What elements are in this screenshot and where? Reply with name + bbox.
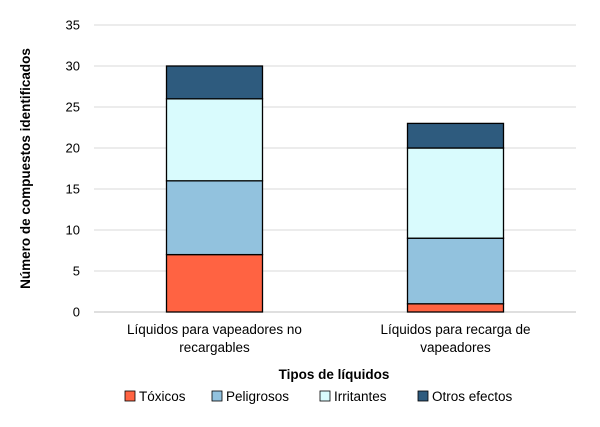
legend-swatch <box>417 390 429 402</box>
bar-segment-tóxicos <box>406 303 505 313</box>
x-tick-label: Líquidos para vapeadores no <box>127 322 302 337</box>
legend-item: Peligrosos <box>211 389 289 404</box>
legend-swatch <box>211 390 223 402</box>
y-tick-labels: 0 5 10 15 20 25 30 35 <box>66 18 80 320</box>
x-tick-labels: Líquidos para vapeadores no recargables Lí… <box>127 322 531 355</box>
bar-segment-peligrosos <box>165 180 264 256</box>
bar-segment-irritantes <box>165 98 264 182</box>
y-axis-title: Número de compuestos identificados <box>18 48 33 289</box>
y-tick-label: 5 <box>73 264 80 279</box>
legend-label: Peligrosos <box>226 389 289 404</box>
y-tick-label: 10 <box>66 223 80 238</box>
x-tick-label: recargables <box>179 340 250 355</box>
y-tick-label: 30 <box>66 59 80 74</box>
bar-segment-tóxicos <box>165 253 264 313</box>
bar-segment-otros-efectos <box>165 65 264 100</box>
bars <box>165 65 505 313</box>
legend-swatch <box>319 390 331 402</box>
legend-label: Tóxicos <box>139 389 186 404</box>
x-tick-label: Líquidos para recarga de <box>380 322 530 337</box>
bar-segment-irritantes <box>406 147 505 239</box>
y-tick-label: 20 <box>66 141 80 156</box>
y-tick-label: 0 <box>73 305 80 320</box>
legend-swatch <box>124 390 136 402</box>
legend-item: Tóxicos <box>124 389 186 404</box>
legend-item: Otros efectos <box>417 389 513 404</box>
y-tick-label: 15 <box>66 182 80 197</box>
bar-segment-otros-efectos <box>406 122 505 149</box>
legend-label: Irritantes <box>334 389 387 404</box>
y-tick-label: 35 <box>66 18 80 33</box>
legend: Tóxicos Peligrosos Irritantes Otros efectos <box>124 389 513 404</box>
legend-label: Otros efectos <box>432 389 513 404</box>
x-tick-label: vapeadores <box>420 340 491 355</box>
bar-segment-peligrosos <box>406 237 505 305</box>
y-tick-label: 25 <box>66 100 80 115</box>
x-axis-title: Tipos de líquidos <box>279 367 390 382</box>
legend-item: Irritantes <box>319 389 387 404</box>
